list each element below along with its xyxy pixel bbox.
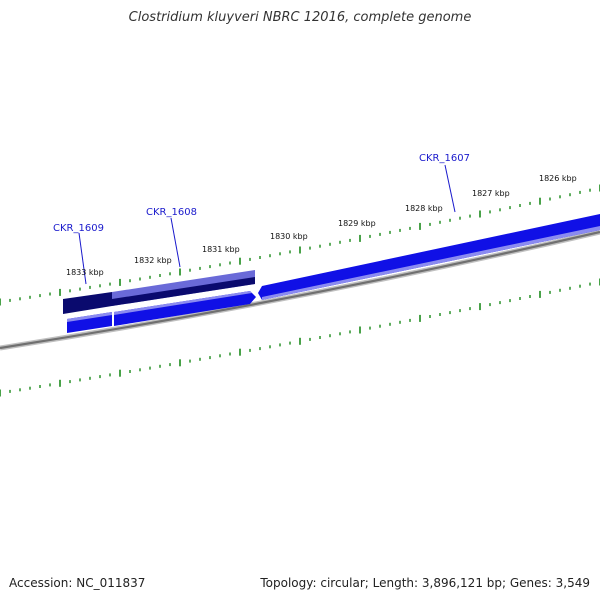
- gene-block-ckr-1608-reverse-shadow: [112, 277, 255, 306]
- callout-line-ckr-1608: [170, 217, 181, 268]
- gene-label-ckr-1607[interactable]: CKR_1607: [419, 153, 470, 164]
- kbp-label-1832: 1832 kbp: [134, 256, 172, 265]
- gene-arrow-ckr-1607-highlight: [262, 226, 600, 300]
- callout-line-ckr-1609: [78, 232, 87, 285]
- outer-tick-ring: [0, 184, 600, 306]
- kbp-label-1830: 1830 kbp: [270, 232, 308, 241]
- kbp-label-1829: 1829 kbp: [338, 219, 376, 228]
- kbp-label-1833: 1833 kbp: [66, 268, 104, 277]
- genome-title: Clostridium kluyveri NBRC 12016, complet…: [128, 10, 472, 25]
- genome-backbone-line: [0, 230, 600, 350]
- gene-arrow-ckr-1608[interactable]: [114, 291, 256, 326]
- kbp-label-1827: 1827 kbp: [472, 189, 510, 198]
- gene-block-ckr-1609-reverse[interactable]: [63, 292, 112, 314]
- gene-label-ckr-1609[interactable]: CKR_1609: [53, 223, 104, 234]
- gene-arrow-ckr-1608-highlight: [114, 291, 252, 315]
- kbp-label-1831: 1831 kbp: [202, 245, 240, 254]
- kbp-label-1828: 1828 kbp: [405, 204, 443, 213]
- accession-text: Accession: NC_011837: [9, 576, 146, 590]
- reverse-strand-track: [63, 270, 255, 314]
- kbp-label-1826: 1826 kbp: [539, 174, 577, 183]
- gene-label-ckr-1608[interactable]: CKR_1608: [146, 207, 197, 218]
- kbp-ruler-labels: 1833 kbp 1832 kbp 1831 kbp 1830 kbp 1829…: [66, 174, 577, 277]
- forward-strand-track: [67, 214, 600, 333]
- inner-tick-ring: [0, 278, 600, 397]
- callout-line-ckr-1607: [444, 164, 456, 213]
- gene-arrow-ckr-1607[interactable]: [258, 214, 600, 300]
- gene-arrow-ckr-1609-highlight: [67, 312, 112, 322]
- genome-summary-text: Topology: circular; Length: 3,896,121 bp…: [260, 576, 590, 590]
- gene-callouts: CKR_1609 CKR_1608 CKR_1607: [53, 153, 470, 285]
